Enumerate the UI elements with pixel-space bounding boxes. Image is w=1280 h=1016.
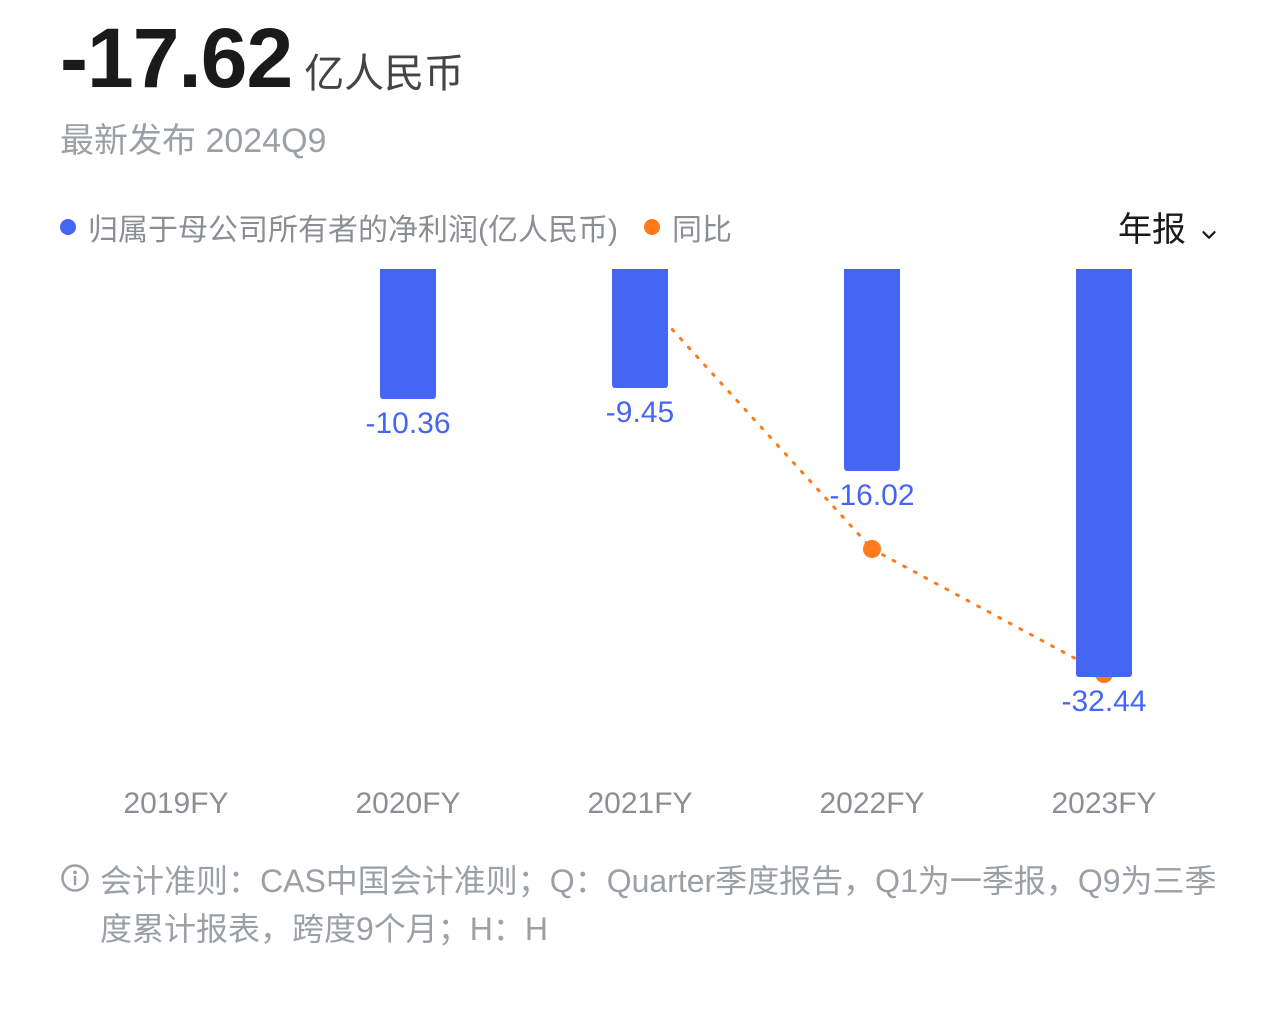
x-tick-label: 2021FY [587, 787, 692, 821]
bar-value-label: -16.02 [829, 479, 914, 513]
x-tick-label: 2022FY [819, 787, 924, 821]
subhead-prefix: 最新发布 [60, 122, 196, 160]
legend-item-yoy[interactable]: 同比 [644, 205, 732, 249]
period-selector-label: 年报 [1118, 202, 1186, 251]
legend-label-profit: 归属于母公司所有者的净利润(亿人民币) [88, 205, 618, 249]
legend-dot-yoy [644, 219, 660, 235]
bar[interactable] [380, 269, 436, 399]
root: -17.62 亿人民币 最新发布 2024Q9 归属于母公司所有者的净利润(亿人… [0, 0, 1280, 1016]
bar[interactable] [1076, 269, 1132, 677]
chart: -10.36 -9.45 -16.02 -32.44 2019FY 2020FY 2021… [60, 269, 1220, 829]
subhead-period: 2024Q9 [205, 122, 326, 160]
period-selector[interactable]: 年报 [1118, 202, 1220, 251]
legend-item-profit[interactable]: 归属于母公司所有者的净利润(亿人民币) [60, 205, 618, 249]
x-tick-label: 2023FY [1051, 787, 1156, 821]
x-axis: 2019FY 2020FY 2021FY 2022FY 2023FY [60, 769, 1220, 829]
headline-value: -17.62 [60, 10, 292, 107]
x-tick-label: 2019FY [123, 787, 228, 821]
chart-plot: -10.36 -9.45 -16.02 -32.44 [60, 269, 1220, 769]
footnote-text: 会计准则：CAS中国会计准则；Q：Quarter季度报告，Q1为一季报，Q9为三… [100, 857, 1220, 953]
legend-items: 归属于母公司所有者的净利润(亿人民币) 同比 [60, 205, 732, 249]
legend-row: 归属于母公司所有者的净利润(亿人民币) 同比 年报 [60, 202, 1220, 251]
legend-dot-profit [60, 219, 76, 235]
chevron-down-icon [1198, 216, 1220, 238]
footnote: 会计准则：CAS中国会计准则；Q：Quarter季度报告，Q1为一季报，Q9为三… [60, 857, 1220, 953]
info-icon [60, 863, 90, 893]
headline-unit: 亿人民币 [304, 41, 464, 99]
x-tick-label: 2020FY [355, 787, 460, 821]
subhead: 最新发布 2024Q9 [60, 113, 1220, 162]
bar-value-label: -10.36 [365, 407, 450, 441]
bar[interactable] [844, 269, 900, 471]
bar-value-label: -9.45 [606, 396, 674, 430]
bar-value-label: -32.44 [1061, 685, 1146, 719]
headline: -17.62 亿人民币 [60, 10, 1220, 107]
legend-label-yoy: 同比 [672, 205, 732, 249]
bar[interactable] [612, 269, 668, 388]
